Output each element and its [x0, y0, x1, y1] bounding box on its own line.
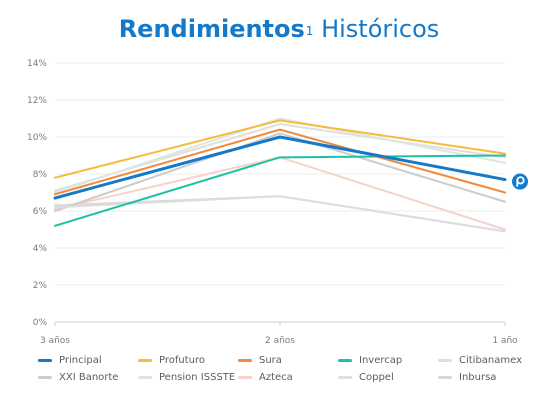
chart-title: Rendimientos1 Históricos: [0, 14, 558, 44]
chart-title-bold: Rendimientos: [118, 15, 305, 43]
chart-title-footnote: 1: [305, 24, 314, 38]
x-tick-label: 1 año: [492, 336, 518, 345]
legend-item: Inbursa: [438, 372, 538, 383]
legend-label: Citibanamex: [459, 355, 523, 366]
series-layer: [53, 117, 507, 233]
legend-swatch: [438, 359, 452, 362]
marker-layer: [512, 173, 528, 190]
series-line-invercap: [54, 154, 506, 227]
legend-label: Azteca: [259, 372, 293, 383]
legend-label: Invercap: [359, 355, 403, 366]
legend-item: Invercap: [338, 355, 438, 366]
series-line-pension-issste: [54, 117, 506, 194]
legend-swatch: [138, 359, 152, 362]
legend-swatch: [38, 359, 52, 362]
legend-item: Citibanamex: [438, 355, 538, 366]
legend-swatch: [338, 359, 352, 362]
legend-label: XXI Banorte: [59, 372, 119, 383]
legend-item: Principal: [38, 355, 138, 366]
legend-label: Inbursa: [459, 372, 497, 383]
series-line-profuturo: [54, 119, 506, 179]
legend-item: Sura: [238, 355, 338, 366]
y-tick-label: 0%: [33, 318, 48, 328]
y-tick-label: 8%: [33, 170, 48, 180]
series-line-xxi-banorte: [54, 132, 506, 212]
y-tick-label: 12%: [27, 96, 47, 106]
legend-swatch: [338, 376, 352, 379]
legend-item: XXI Banorte: [38, 372, 138, 383]
x-tick-label: 3 años: [40, 336, 70, 345]
legend-swatch: [238, 359, 252, 362]
y-tick-label: 4%: [33, 244, 48, 254]
series-line-citibanamex: [54, 195, 506, 233]
series-line-sura: [54, 128, 506, 196]
legend-swatch: [138, 376, 152, 379]
legend-item: Pension ISSSTE: [138, 372, 238, 383]
legend-row: Principal Profuturo Sura Invercap Citibaname…: [38, 352, 538, 369]
principal-logo-icon: [512, 173, 528, 190]
legend-swatch: [238, 376, 252, 379]
legend-item: Azteca: [238, 372, 338, 383]
y-tick-label: 6%: [33, 207, 48, 217]
y-tick-label: 10%: [27, 133, 47, 143]
legend-swatch: [38, 376, 52, 379]
series-line-inbursa: [54, 195, 506, 233]
legend-label: Coppel: [359, 372, 394, 383]
legend-item: Coppel: [338, 372, 438, 383]
legend-label: Sura: [259, 355, 282, 366]
chart-title-rest: Históricos: [313, 15, 440, 43]
y-tick-label: 14%: [27, 59, 47, 69]
legend-label: Pension ISSSTE: [159, 372, 236, 383]
y-tick-label: 2%: [33, 281, 48, 291]
grid-layer: [55, 62, 505, 323]
legend-label: Principal: [59, 355, 102, 366]
chart-legend: Principal Profuturo Sura Invercap Citibaname…: [38, 352, 538, 386]
legend-swatch: [438, 376, 452, 379]
series-line-principal: [53, 135, 507, 200]
line-chart: 0% 2% 4% 6% 8% 10% 12% 14% 3 años 2 años 1 año: [27, 59, 528, 345]
x-tick-label: 2 años: [265, 336, 295, 345]
axis-layer: 0% 2% 4% 6% 8% 10% 12% 14% 3 años 2 años 1 año: [27, 59, 518, 345]
legend-row: XXI Banorte Pension ISSSTE Azteca Coppel Inb…: [38, 369, 538, 386]
legend-label: Profuturo: [159, 355, 205, 366]
legend-item: Profuturo: [138, 355, 238, 366]
